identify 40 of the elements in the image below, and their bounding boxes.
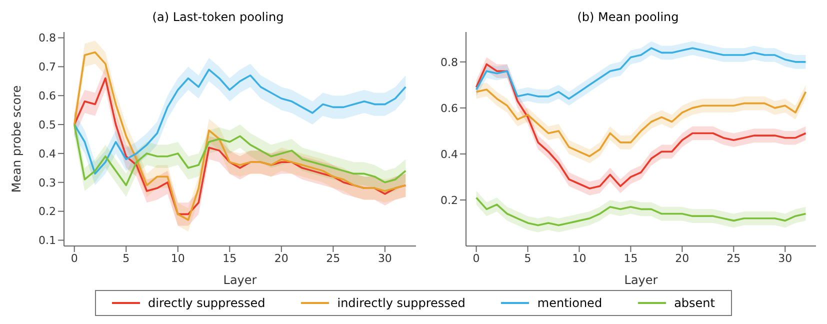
legend-label: mentioned — [537, 296, 602, 310]
x-tick-label: 5 — [524, 252, 532, 265]
legend-label: indirectly suppressed — [337, 296, 466, 310]
y-tick-label: 0.8 — [440, 56, 458, 69]
x-tick-label: 20 — [675, 252, 690, 265]
y-tick-label: 0.2 — [38, 205, 56, 218]
line-series — [73, 124, 407, 186]
x-tick-label: 30 — [378, 252, 392, 265]
line-series — [475, 47, 807, 100]
x-tick-label: 25 — [326, 252, 340, 265]
x-tick-label: 10 — [170, 252, 185, 265]
x-axis-title: Layer — [223, 273, 257, 287]
y-tick-label: 0.2 — [440, 194, 458, 207]
line-series — [475, 196, 807, 226]
x-axis-title: Layer — [624, 273, 658, 287]
chart-title: (b) Mean pooling — [576, 9, 680, 26]
x-tick-label: 30 — [778, 252, 792, 265]
x-tick-label: 10 — [572, 252, 586, 265]
x-tick-label: 0 — [70, 252, 78, 265]
y-tick-label: 0.1 — [38, 234, 56, 248]
x-tick-label: 20 — [274, 252, 288, 265]
legend-label: absent — [674, 296, 715, 310]
x-tick-label: 25 — [726, 252, 741, 265]
x-tick-label: 15 — [624, 252, 638, 265]
y-tick-label: 0.4 — [38, 147, 56, 160]
y-tick-label: 0.6 — [440, 102, 458, 115]
x-tick-label: 15 — [222, 252, 237, 265]
chart-title: (a) Last-token pooling — [151, 9, 285, 26]
y-axis-title: Mean probe score — [9, 85, 24, 193]
y-tick-label: 0.6 — [38, 90, 56, 103]
y-tick-label: 0.4 — [440, 148, 458, 161]
line-series — [475, 88, 807, 158]
y-tick-label: 0.3 — [38, 176, 56, 190]
y-tick-label: 0.5 — [38, 118, 56, 132]
line-series — [73, 68, 407, 175]
x-tick-label: 0 — [472, 252, 480, 265]
legend-label: directly suppressed — [148, 296, 266, 310]
x-tick-label: 5 — [122, 252, 130, 265]
y-tick-label: 0.8 — [38, 32, 56, 45]
y-tick-label: 0.7 — [38, 60, 56, 74]
